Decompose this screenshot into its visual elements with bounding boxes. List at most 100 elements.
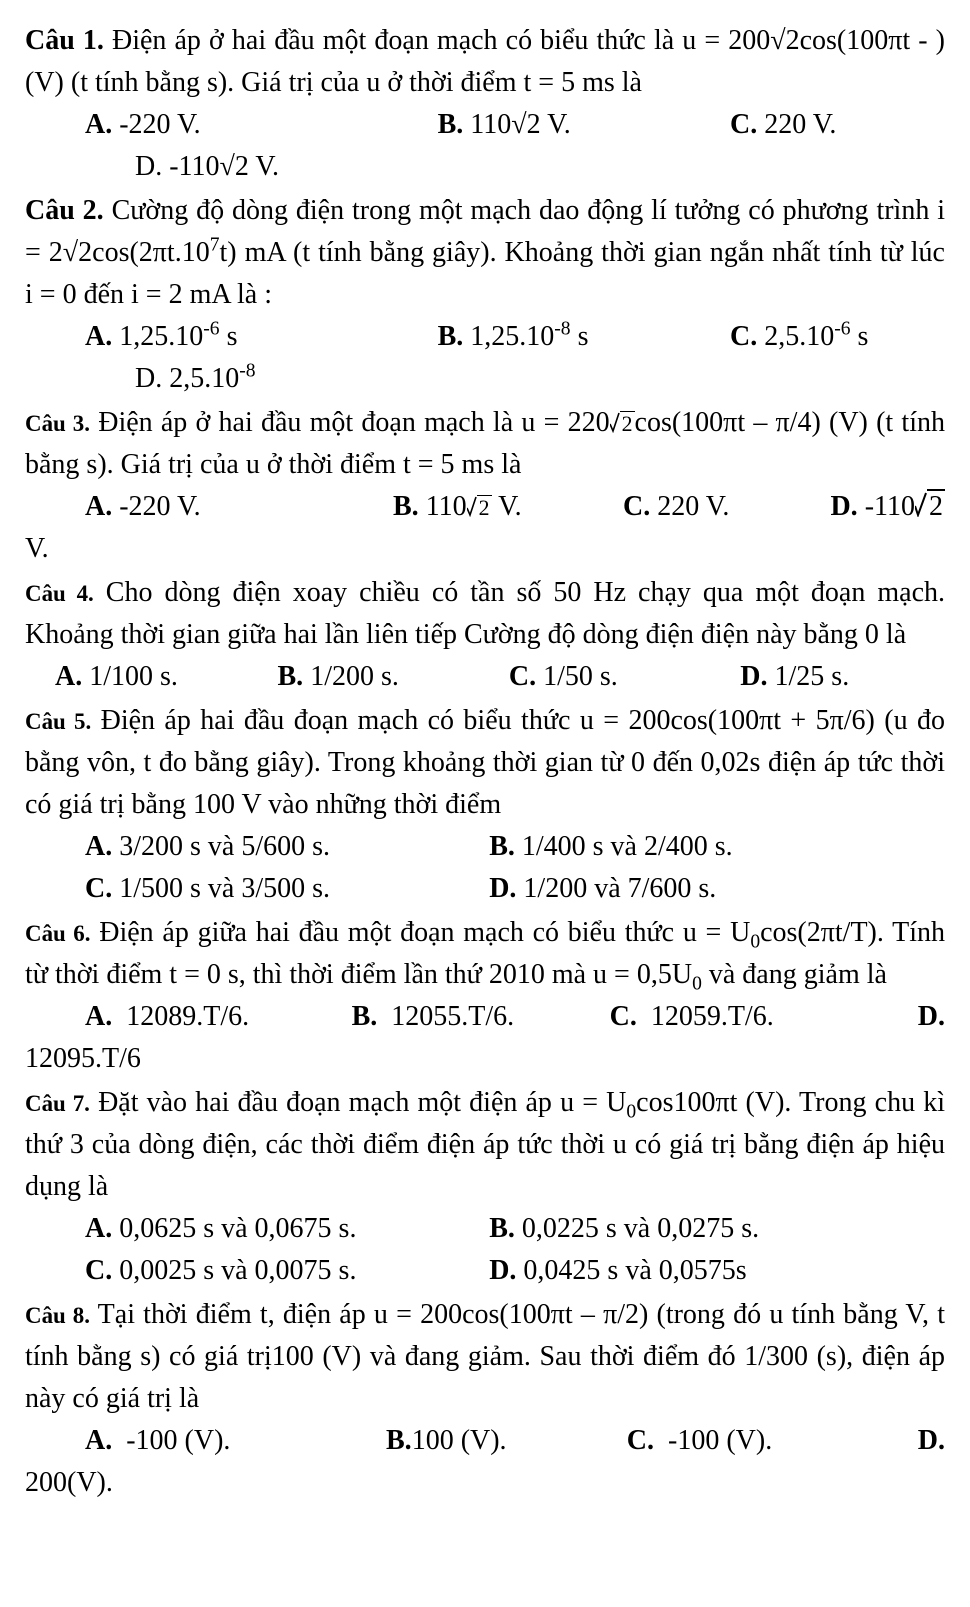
opt-text: 0,0425 s và 0,0575s bbox=[523, 1255, 746, 1286]
q4-option-a: A. 1/100 s. bbox=[55, 656, 278, 698]
opt-text: -100 (V). bbox=[668, 1425, 772, 1456]
opt-text: 1/100 s. bbox=[89, 661, 178, 692]
q3-option-a: A. -220 V. bbox=[25, 486, 393, 528]
q8-d-tail: 200(V). bbox=[25, 1462, 945, 1504]
q6-label: Câu 6. bbox=[25, 921, 91, 946]
q3-options-row: A. -220 V. B. 1102 V. C. 220 V. D. -1102 bbox=[25, 486, 945, 528]
opt-text: 110 bbox=[426, 491, 467, 522]
q7-sub1: 0 bbox=[626, 1102, 636, 1123]
opt-letter: A. bbox=[85, 321, 119, 352]
opt-letter: D. bbox=[740, 661, 774, 692]
q1-options-row1: A. -220 V. B. 110√2 V. C. 220 V. bbox=[25, 104, 945, 146]
q8-option-b: B.100 (V). bbox=[386, 1420, 627, 1462]
opt-letter: C. bbox=[730, 321, 764, 352]
opt-letter: A. bbox=[85, 1001, 119, 1032]
opt-text: s bbox=[851, 321, 869, 352]
q1-label: Câu 1. bbox=[25, 25, 104, 56]
q7-option-b: B. 0,0225 s và 0,0275 s. bbox=[489, 1208, 945, 1250]
q7-option-d: D. 0,0425 s và 0,0575s bbox=[489, 1250, 945, 1292]
opt-letter: D. bbox=[135, 363, 169, 394]
q7-options-row2: C. 0,0025 s và 0,0075 s. D. 0,0425 s và … bbox=[25, 1250, 945, 1292]
q4-options: A. 1/100 s. B. 1/200 s. C. 1/50 s. D. 1/… bbox=[25, 656, 945, 698]
q5-options-row1: A. 3/200 s và 5/600 s. B. 1/400 s và 2/4… bbox=[25, 826, 945, 868]
q2-label: Câu 2. bbox=[25, 195, 104, 226]
opt-sup: -6 bbox=[834, 319, 850, 340]
q2-option-b: B. 1,25.10-8 s bbox=[438, 316, 730, 358]
q2-option-d: D. 2,5.10-8 bbox=[25, 358, 945, 400]
opt-letter: B. bbox=[278, 661, 311, 692]
opt-text: s bbox=[571, 321, 589, 352]
q8-label: Câu 8. bbox=[25, 1303, 90, 1328]
question-6: Câu 6. Điện áp giữa hai đầu một đoạn mạc… bbox=[25, 912, 945, 1080]
q5-label: Câu 5. bbox=[25, 709, 91, 734]
q3-option-d: D. -1102 bbox=[779, 486, 945, 528]
q6-option-a: A. 12089.T/6. bbox=[85, 996, 352, 1038]
opt-letter: A. bbox=[85, 109, 119, 140]
q5-option-d: D. 1/200 và 7/600 s. bbox=[489, 868, 945, 910]
opt-text: 0,0025 s và 0,0075 s. bbox=[119, 1255, 356, 1286]
opt-text: 12059.T/6. bbox=[651, 1001, 774, 1032]
q2-option-a: A. 1,25.10-6 s bbox=[85, 316, 438, 358]
opt-text: 12089.T/6. bbox=[126, 1001, 249, 1032]
opt-text: 1/200 và 7/600 s. bbox=[523, 873, 716, 904]
opt-letter: A. bbox=[55, 661, 89, 692]
question-3: Câu 3. Điện áp ở hai đầu một đoạn mạch l… bbox=[25, 402, 945, 570]
opt-text: V. bbox=[492, 491, 522, 522]
opt-letter: D. bbox=[135, 151, 169, 182]
opt-letter: B. bbox=[393, 491, 426, 522]
q5-option-a: A. 3/200 s và 5/600 s. bbox=[85, 826, 489, 868]
q2-option-c: C. 2,5.10-6 s bbox=[730, 316, 945, 358]
sqrt-radicand: 2 bbox=[620, 411, 635, 436]
q4-option-c: C. 1/50 s. bbox=[509, 656, 740, 698]
opt-text: 1,25.10 bbox=[470, 321, 554, 352]
q1-text: Điện áp ở hai đầu một đoạn mạch có biểu … bbox=[25, 25, 945, 98]
q6-text-post: và đang giảm là bbox=[702, 959, 887, 990]
opt-letter: A. bbox=[85, 831, 119, 862]
q6-sub1: 0 bbox=[750, 932, 760, 953]
opt-letter: B. bbox=[352, 1001, 385, 1032]
opt-letter: D. bbox=[830, 491, 864, 522]
sqrt-icon: 2 bbox=[610, 412, 635, 436]
opt-text: 0,0625 s và 0,0675 s. bbox=[119, 1213, 356, 1244]
q4-text: Cho dòng điện xoay chiều có tần số 50 Hz… bbox=[25, 577, 945, 650]
sqrt-icon: 2 bbox=[915, 491, 945, 522]
q6-text-pre: Điện áp giữa hai đầu một đoạn mạch có bi… bbox=[91, 917, 751, 948]
opt-text: 1/50 s. bbox=[543, 661, 618, 692]
opt-sup: -8 bbox=[554, 319, 570, 340]
opt-text: 220 V. bbox=[764, 109, 836, 140]
q3-option-b: B. 1102 V. bbox=[393, 486, 623, 528]
q1-option-a: A. -220 V. bbox=[85, 104, 438, 146]
question-8: Câu 8. Tại thời điểm t, điện áp u = 200c… bbox=[25, 1294, 945, 1504]
q4-label: Câu 4. bbox=[25, 581, 94, 606]
q8-option-c: C. -100 (V). bbox=[627, 1420, 868, 1462]
q5-text: Điện áp hai đầu đoạn mạch có biểu thức u… bbox=[25, 705, 945, 820]
q3-text-pre: Điện áp ở hai đầu một đoạn mạch là u = 2… bbox=[90, 407, 610, 438]
opt-text: 220 V. bbox=[657, 491, 729, 522]
q3-option-c: C. 220 V. bbox=[623, 486, 779, 528]
opt-letter: B. bbox=[489, 1213, 522, 1244]
q5-prompt: Câu 5. Điện áp hai đầu đoạn mạch có biểu… bbox=[25, 700, 945, 826]
opt-text: 110√2 V. bbox=[470, 109, 570, 140]
q6-options-row: A. 12089.T/6. B. 12055.T/6. C. 12059.T/6… bbox=[25, 996, 945, 1038]
q1-option-d: D. -110√2 V. bbox=[25, 146, 945, 188]
q6-option-c: C. 12059.T/6. bbox=[610, 996, 868, 1038]
q6-option-b: B. 12055.T/6. bbox=[352, 996, 610, 1038]
q6-prompt: Câu 6. Điện áp giữa hai đầu một đoạn mạc… bbox=[25, 912, 945, 996]
opt-sup: -6 bbox=[203, 319, 219, 340]
question-2: Câu 2. Cường độ dòng điện trong một mạch… bbox=[25, 190, 945, 400]
opt-text: 12055.T/6. bbox=[391, 1001, 514, 1032]
opt-text: 1/500 s và 3/500 s. bbox=[119, 873, 330, 904]
opt-text: 100 (V). bbox=[412, 1425, 507, 1456]
opt-letter: A. bbox=[85, 491, 119, 522]
opt-text: -100 (V). bbox=[126, 1425, 230, 1456]
opt-letter: B. bbox=[386, 1425, 412, 1456]
opt-text: -220 V. bbox=[119, 491, 200, 522]
opt-letter: D. bbox=[918, 1001, 945, 1032]
q2-options-row1: A. 1,25.10-6 s B. 1,25.10-8 s C. 2,5.10-… bbox=[25, 316, 945, 358]
q2-sup: 7 bbox=[210, 235, 220, 256]
opt-letter: C. bbox=[730, 109, 764, 140]
q7-options-row1: A. 0,0625 s và 0,0675 s. B. 0,0225 s và … bbox=[25, 1208, 945, 1250]
q7-text-pre: Đặt vào hai đầu đoạn mạch một điện áp u … bbox=[90, 1087, 626, 1118]
q4-option-b: B. 1/200 s. bbox=[278, 656, 509, 698]
q4-option-d: D. 1/25 s. bbox=[740, 656, 945, 698]
